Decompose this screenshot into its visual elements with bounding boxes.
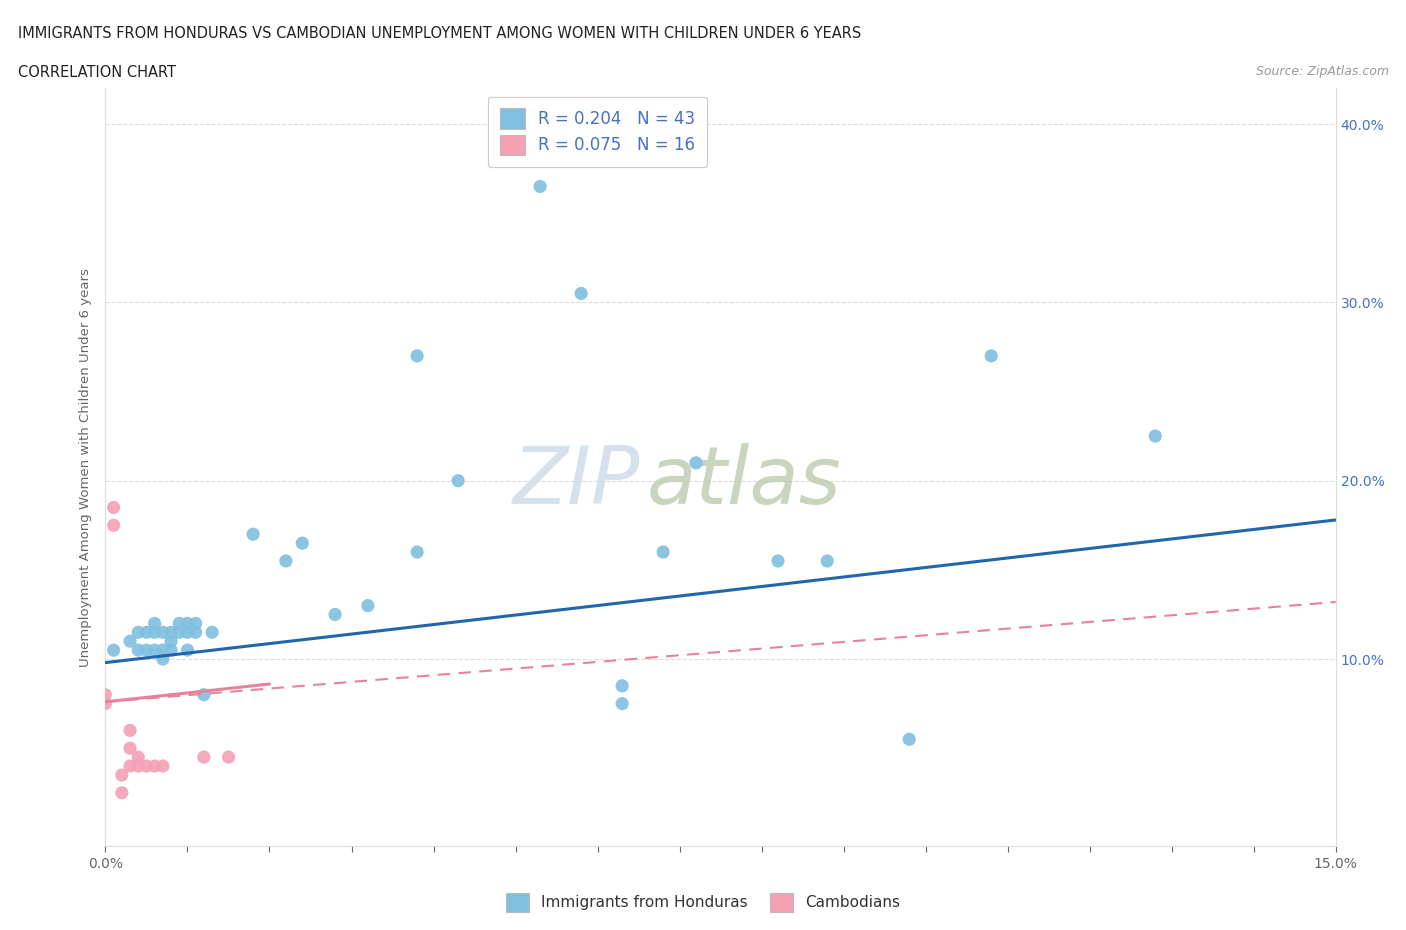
Text: CORRELATION CHART: CORRELATION CHART xyxy=(18,65,176,80)
Point xyxy=(169,625,191,640)
Point xyxy=(652,545,675,560)
Point xyxy=(406,545,429,560)
Point xyxy=(111,785,134,800)
Point xyxy=(980,349,1002,364)
Point xyxy=(94,697,117,711)
Point xyxy=(1144,429,1167,444)
Point xyxy=(152,652,174,667)
Point xyxy=(685,456,707,471)
Point xyxy=(160,625,183,640)
Point xyxy=(184,625,207,640)
Point xyxy=(152,643,174,658)
Text: atlas: atlas xyxy=(647,444,842,522)
Point xyxy=(103,518,125,533)
Point xyxy=(143,625,166,640)
Point xyxy=(127,643,149,658)
Legend: Immigrants from Honduras, Cambodians: Immigrants from Honduras, Cambodians xyxy=(499,887,907,918)
Point xyxy=(447,473,470,488)
Point xyxy=(898,732,921,747)
Point xyxy=(169,616,191,631)
Point xyxy=(406,349,429,364)
Point xyxy=(135,643,157,658)
Text: Source: ZipAtlas.com: Source: ZipAtlas.com xyxy=(1256,65,1389,78)
Point xyxy=(127,759,149,774)
Point xyxy=(143,759,166,774)
Point xyxy=(127,750,149,764)
Point xyxy=(120,759,141,774)
Point xyxy=(103,643,125,658)
Point xyxy=(176,643,198,658)
Point xyxy=(291,536,314,551)
Point xyxy=(323,607,346,622)
Text: ZIP: ZIP xyxy=(513,444,641,522)
Point xyxy=(201,625,224,640)
Point xyxy=(94,687,117,702)
Point xyxy=(160,643,183,658)
Point xyxy=(612,697,634,711)
Point xyxy=(176,625,198,640)
Point xyxy=(127,625,149,640)
Point xyxy=(569,286,592,301)
Point xyxy=(135,759,157,774)
Text: IMMIGRANTS FROM HONDURAS VS CAMBODIAN UNEMPLOYMENT AMONG WOMEN WITH CHILDREN UND: IMMIGRANTS FROM HONDURAS VS CAMBODIAN UN… xyxy=(18,26,862,41)
Point xyxy=(152,625,174,640)
Point xyxy=(184,616,207,631)
Point xyxy=(120,741,141,756)
Point xyxy=(242,526,264,541)
Point xyxy=(274,553,297,568)
Point xyxy=(152,759,174,774)
Point xyxy=(103,500,125,515)
Point xyxy=(766,553,789,568)
Point xyxy=(193,750,215,764)
Point xyxy=(815,553,838,568)
Point xyxy=(143,643,166,658)
Y-axis label: Unemployment Among Women with Children Under 6 years: Unemployment Among Women with Children U… xyxy=(79,268,93,667)
Point xyxy=(111,767,134,782)
Point xyxy=(120,633,141,648)
Point xyxy=(193,687,215,702)
Point xyxy=(176,616,198,631)
Point xyxy=(135,625,157,640)
Point xyxy=(120,723,141,737)
Point xyxy=(529,179,551,193)
Point xyxy=(143,616,166,631)
Point xyxy=(357,598,380,613)
Point xyxy=(218,750,240,764)
Legend: R = 0.204   N = 43, R = 0.075   N = 16: R = 0.204 N = 43, R = 0.075 N = 16 xyxy=(488,97,707,166)
Point xyxy=(612,678,634,693)
Point xyxy=(160,633,183,648)
